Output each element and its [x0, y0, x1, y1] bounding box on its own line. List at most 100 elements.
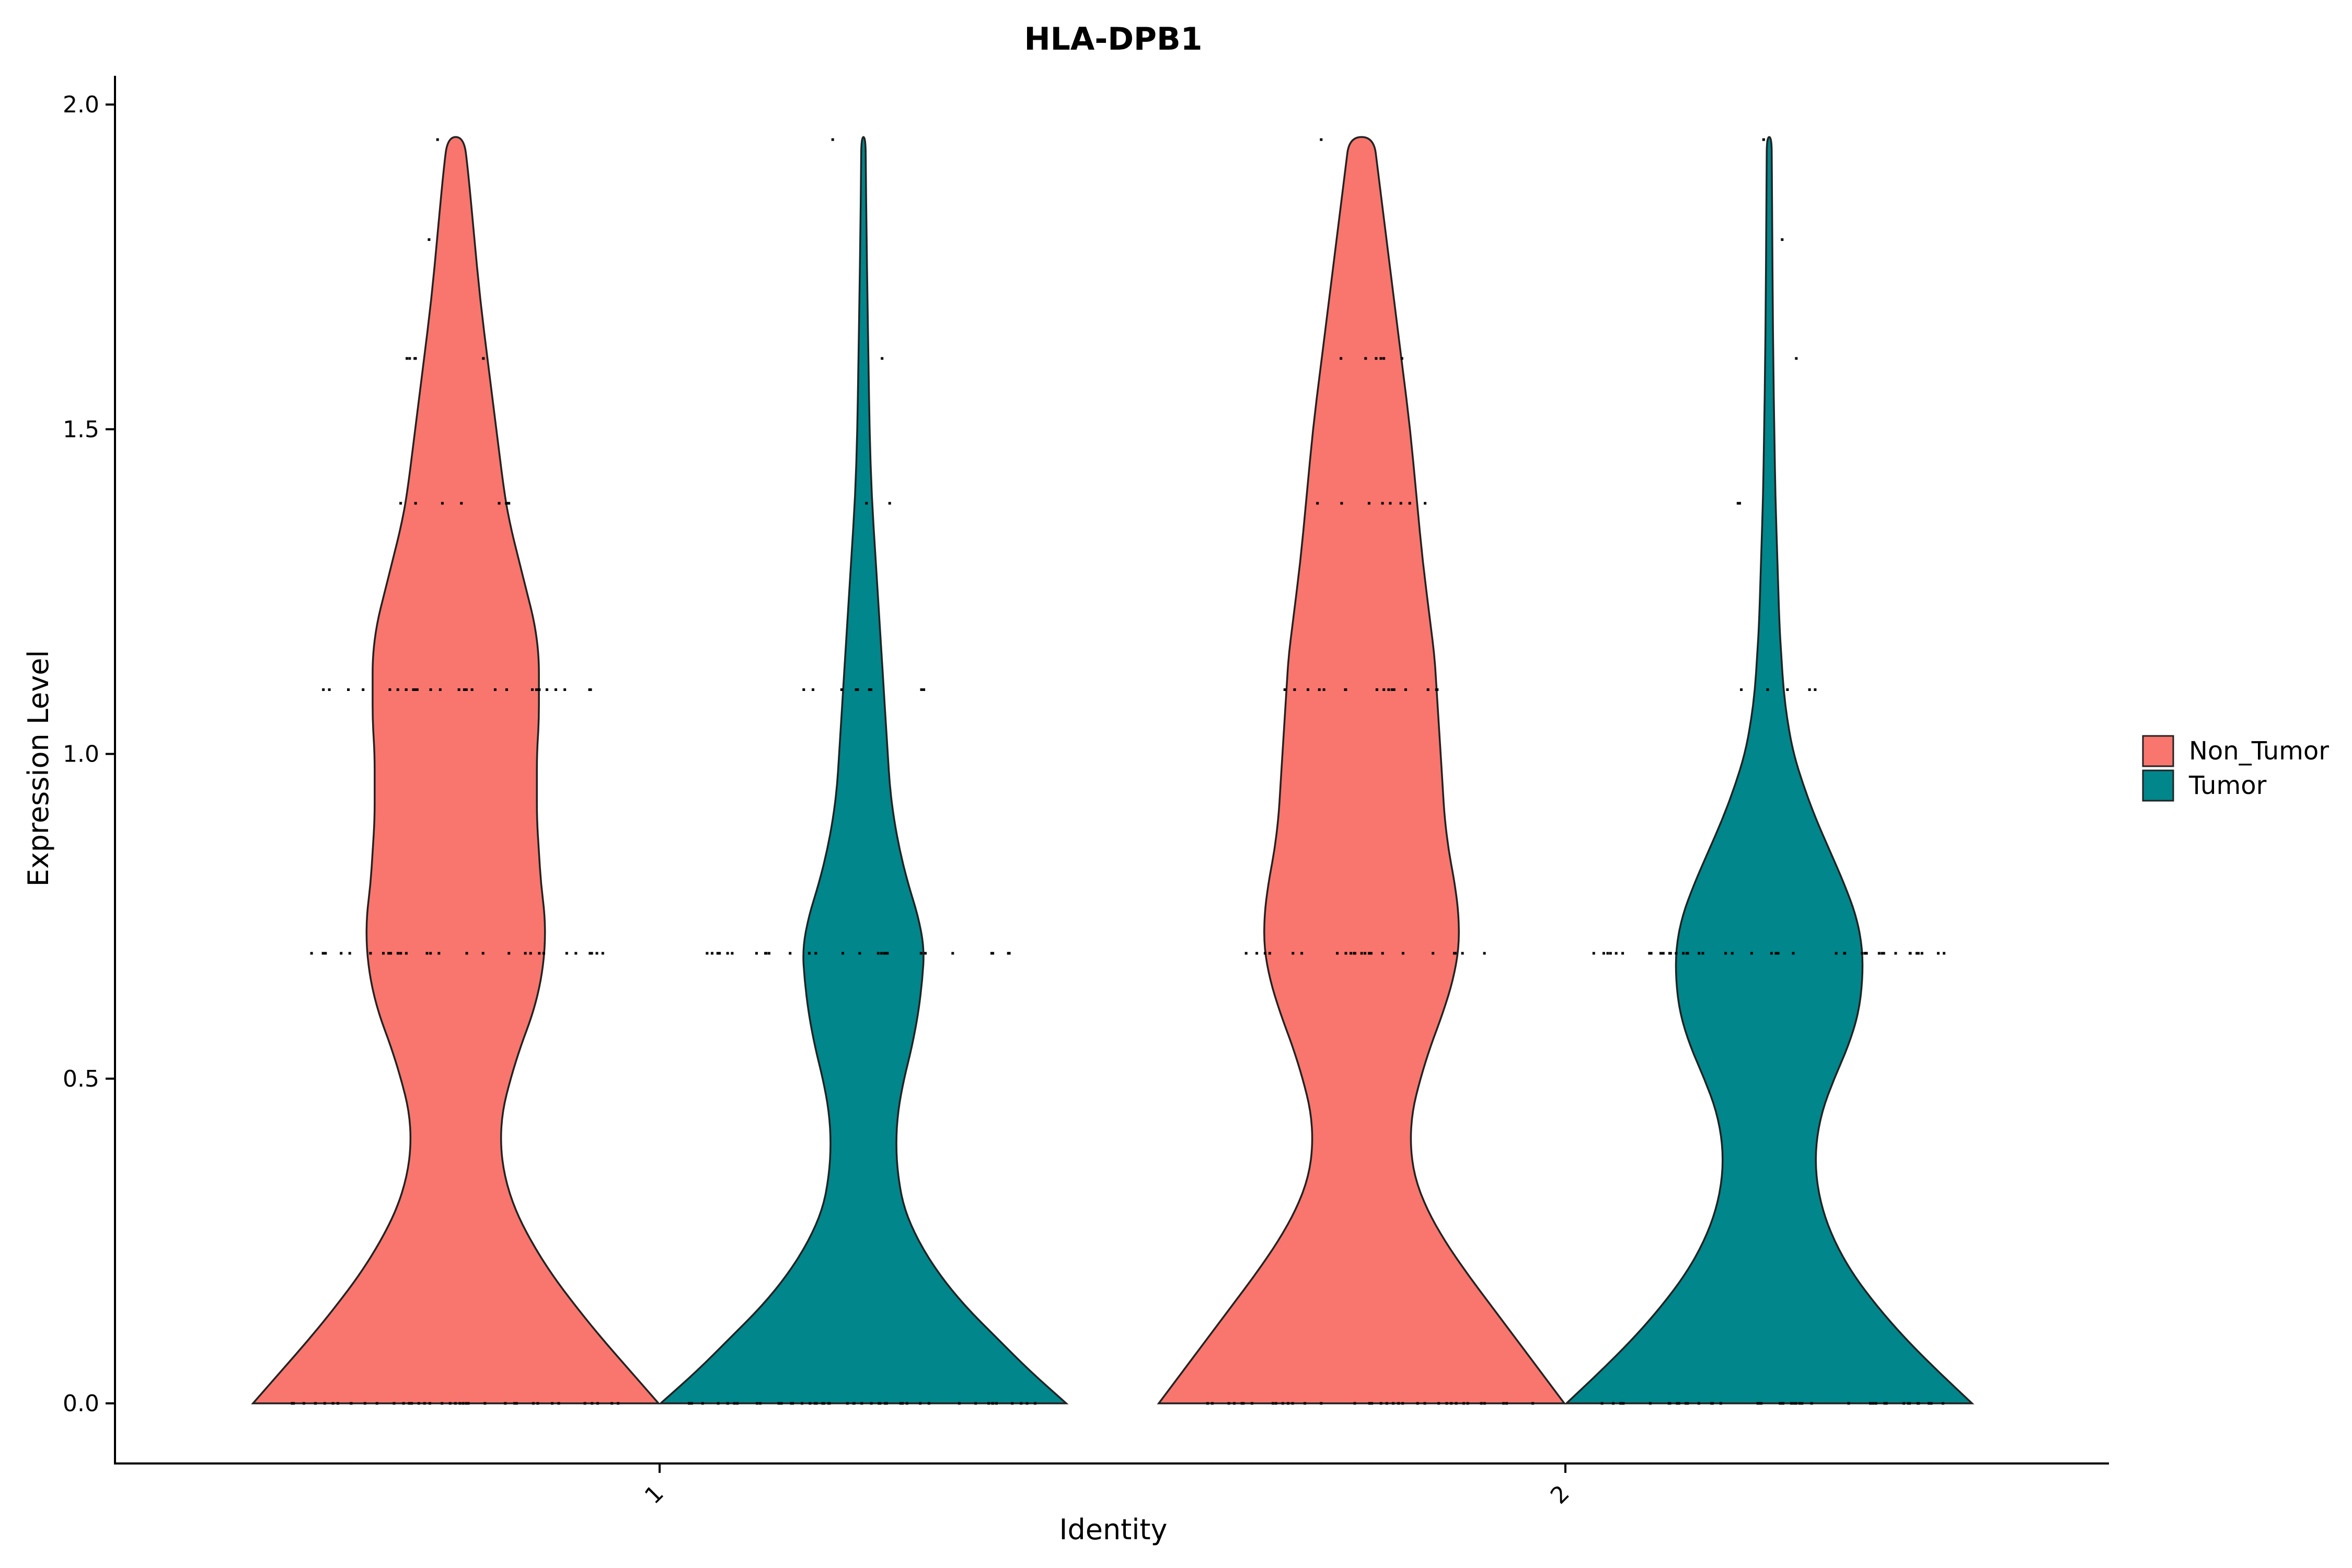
data-point	[1795, 357, 1798, 360]
data-point	[408, 357, 411, 360]
data-point	[801, 1402, 803, 1405]
data-point	[1320, 138, 1323, 141]
data-point	[1293, 688, 1296, 691]
data-point	[323, 1402, 326, 1405]
data-point	[467, 1402, 470, 1405]
data-point	[1437, 1402, 1440, 1405]
data-point	[1426, 688, 1429, 691]
data-point	[321, 952, 325, 955]
data-point	[382, 952, 385, 955]
data-point	[1760, 1402, 1763, 1405]
data-point	[1210, 1402, 1214, 1405]
data-point	[1385, 1402, 1388, 1405]
data-point	[399, 952, 402, 955]
data-point	[292, 1402, 295, 1405]
points-layer	[291, 138, 1945, 1405]
data-point	[827, 1402, 831, 1405]
data-point	[1340, 357, 1343, 360]
data-point	[919, 952, 923, 955]
data-point	[465, 952, 468, 955]
data-point	[460, 502, 463, 505]
data-point	[877, 952, 880, 955]
data-point	[868, 688, 871, 691]
data-point	[1531, 1402, 1535, 1405]
data-point	[1917, 952, 1920, 955]
data-point	[1790, 1402, 1793, 1405]
data-point	[465, 1402, 468, 1405]
data-point	[1353, 1402, 1356, 1405]
data-point	[1882, 952, 1885, 955]
data-point	[574, 952, 578, 955]
data-point	[462, 1402, 465, 1405]
data-point	[846, 1402, 849, 1405]
data-point	[870, 1402, 873, 1405]
data-point	[388, 688, 391, 691]
data-point	[1750, 952, 1753, 955]
data-point	[441, 1402, 444, 1405]
data-point	[1738, 502, 1741, 505]
data-point	[589, 952, 592, 955]
chart-title: HLA-DPB1	[1024, 21, 1202, 57]
data-point	[362, 688, 365, 691]
axes	[114, 76, 2109, 1465]
data-point	[1399, 502, 1402, 505]
data-point	[1432, 952, 1435, 955]
data-point	[414, 688, 418, 691]
data-point	[1936, 952, 1940, 955]
data-point	[417, 1402, 420, 1405]
data-point	[1781, 238, 1784, 241]
data-point	[1025, 1402, 1029, 1405]
data-point	[551, 1402, 554, 1405]
y-tick-label: 0.5	[63, 1066, 99, 1092]
data-point	[716, 952, 719, 955]
data-point	[1621, 952, 1624, 955]
data-point	[324, 952, 327, 955]
data-point	[860, 1402, 863, 1405]
data-point	[1766, 688, 1769, 691]
data-point	[583, 1402, 586, 1405]
data-point	[1360, 952, 1363, 955]
data-point	[1397, 1402, 1400, 1405]
data-point	[865, 502, 868, 505]
data-point	[410, 1402, 413, 1405]
data-point	[711, 952, 713, 955]
data-point	[1382, 688, 1386, 691]
data-point	[396, 952, 399, 955]
data-point	[454, 1402, 457, 1405]
data-point	[1382, 357, 1386, 360]
data-point	[347, 688, 350, 691]
data-point	[405, 952, 408, 955]
data-point	[1861, 952, 1864, 955]
violin-tumor-2	[1564, 136, 1975, 1404]
data-point	[483, 1402, 487, 1405]
data-point	[396, 688, 399, 691]
data-point	[1505, 1402, 1508, 1405]
data-point	[924, 952, 927, 955]
data-point	[429, 688, 432, 691]
data-point	[1250, 1402, 1253, 1405]
data-point	[1777, 952, 1780, 955]
data-point	[1272, 1402, 1274, 1405]
data-point	[1883, 1402, 1886, 1405]
data-point	[1404, 688, 1407, 691]
data-point	[1794, 1402, 1797, 1405]
data-point	[1719, 1402, 1722, 1405]
data-point	[1389, 502, 1392, 505]
data-point	[831, 138, 834, 141]
data-point	[1894, 952, 1897, 955]
data-point	[1281, 1402, 1284, 1405]
data-point	[1007, 952, 1010, 955]
data-point	[718, 952, 721, 955]
data-point	[617, 1402, 620, 1405]
data-point	[951, 952, 954, 955]
legend-label-tumor: Tumor	[2188, 771, 2267, 800]
data-point	[1903, 1402, 1906, 1405]
data-point	[336, 1402, 339, 1405]
data-point	[1240, 1402, 1243, 1405]
data-point	[465, 688, 468, 691]
data-point	[322, 688, 325, 691]
data-point	[840, 688, 843, 691]
data-point	[855, 688, 858, 691]
data-point	[1367, 502, 1370, 505]
